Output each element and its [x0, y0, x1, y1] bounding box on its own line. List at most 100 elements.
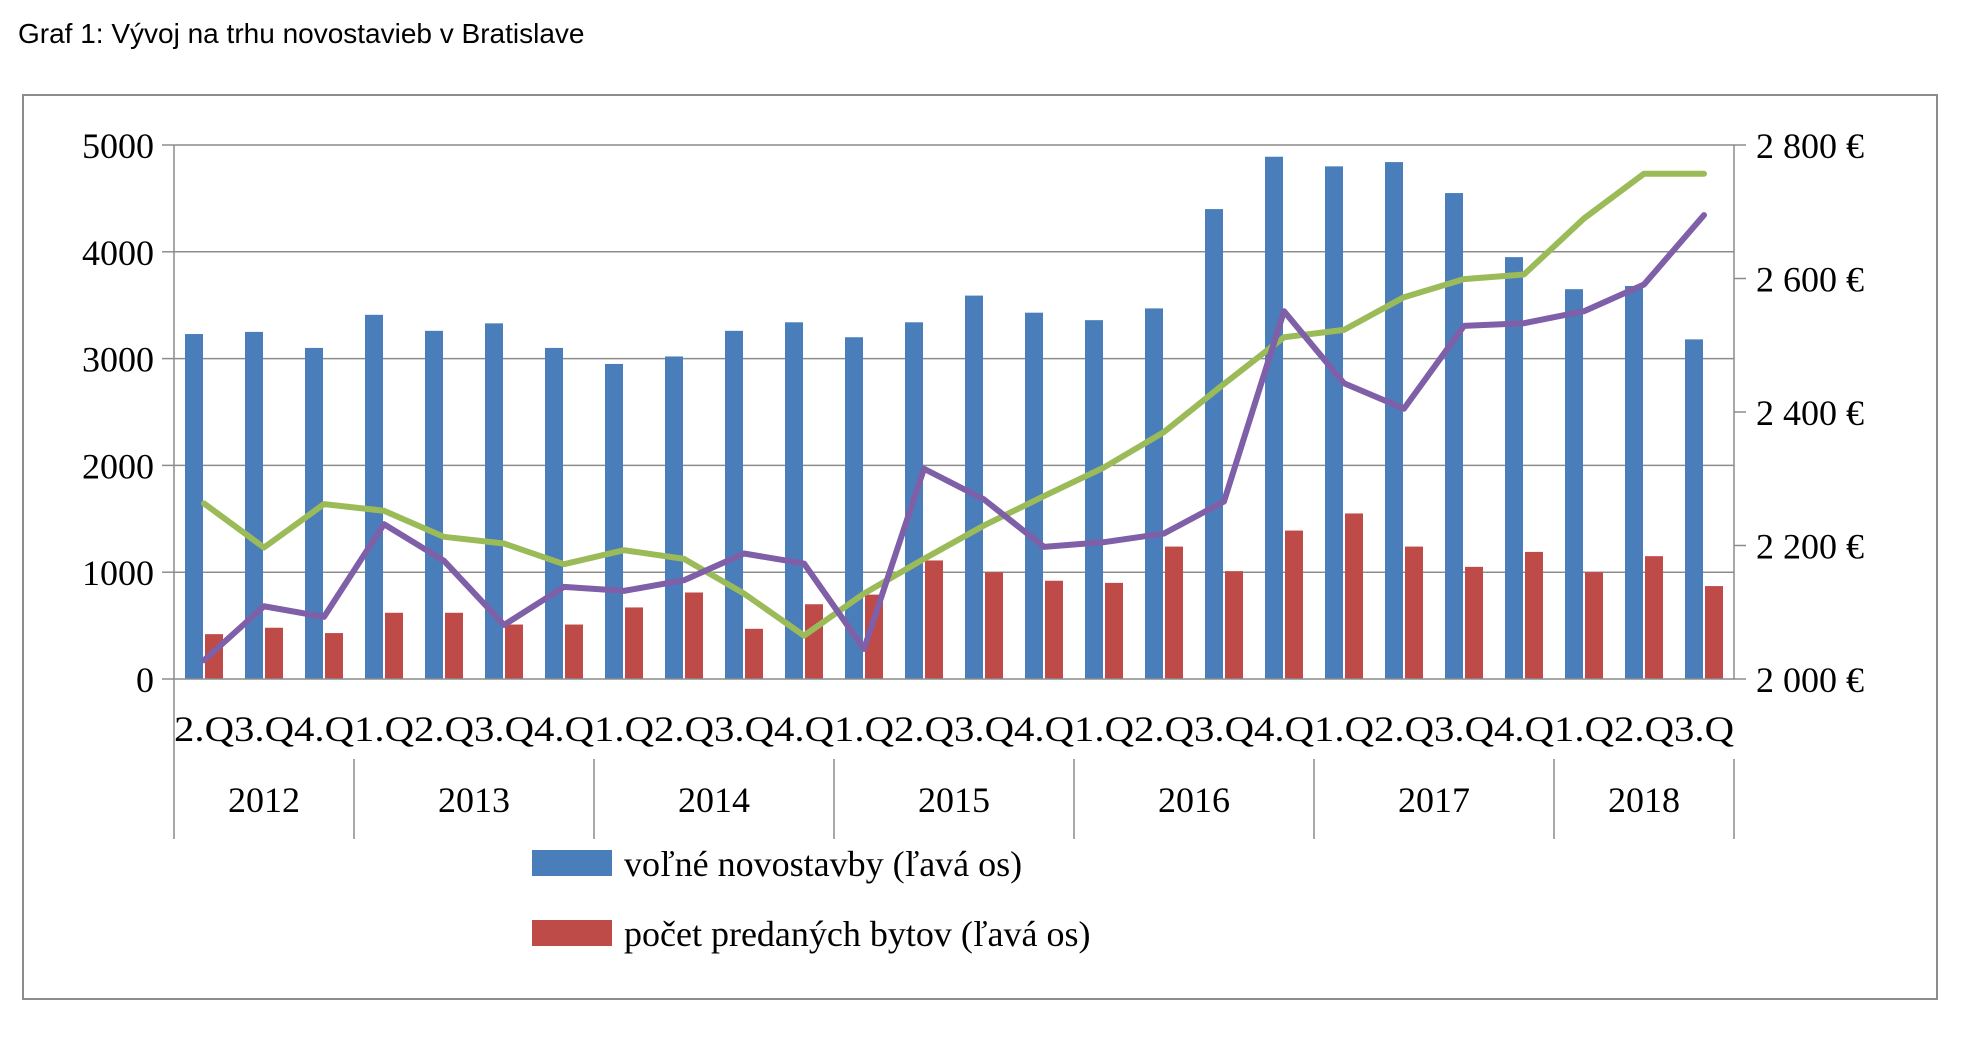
- gridlines: [174, 144, 1734, 573]
- right-tick-label: 2 200 €: [1756, 527, 1864, 567]
- year-label: 2016: [1158, 780, 1230, 820]
- quarter-labels: 2.Q 3.Q 4.Q 1.Q 2.Q 3.Q 4.Q 1.Q 2.Q 3.Q 4.Q 1.Q 2.Q 3…: [174, 709, 1734, 749]
- quarter-label: 4.Q: [294, 709, 354, 749]
- quarter-label: 1.Q: [1554, 709, 1614, 749]
- line-series: [201, 170, 1707, 664]
- bar-pocet-predanych: [265, 627, 283, 679]
- page-title: Graf 1: Vývoj na trhu novostavieb v Brat…: [18, 18, 585, 49]
- line-green-series: [201, 170, 1707, 639]
- quarter-label: 4.Q: [1014, 709, 1074, 749]
- quarter-label: 4.Q: [774, 709, 834, 749]
- quarter-label: 4.Q: [534, 709, 594, 749]
- quarter-label: 1.Q: [354, 709, 414, 749]
- bar-pocet-predanych: [1345, 513, 1363, 679]
- quarter-label: 2.Q: [414, 709, 474, 749]
- bar-series: [185, 156, 1723, 680]
- right-axis-ticks: 2 000 € 2 200 € 2 400 € 2 600 € 2 800 €: [1756, 126, 1864, 700]
- quarter-label: 1.Q: [834, 709, 894, 749]
- bar-pocet-predanych: [385, 612, 403, 679]
- bar-pocet-predanych: [325, 633, 343, 679]
- left-tick-label: 0: [136, 660, 154, 700]
- year-label: 2012: [228, 780, 300, 820]
- bar-pocet-predanych: [445, 612, 463, 679]
- line-purple-series: [201, 212, 1707, 664]
- bar-pocet-predanych: [805, 604, 823, 679]
- legend-swatch: [532, 850, 612, 876]
- bar-volne-novostavby: [965, 295, 983, 679]
- bar-volne-novostavby: [1145, 308, 1163, 679]
- left-tick-label: 2000: [82, 446, 154, 486]
- bar-pocet-predanych: [745, 628, 763, 679]
- left-axis-ticks: 0 1000 2000 3000 4000 5000: [82, 126, 154, 700]
- bar-volne-novostavby: [245, 331, 263, 679]
- bar-volne-novostavby: [1625, 285, 1643, 679]
- year-label: 2013: [438, 780, 510, 820]
- legend-swatch: [532, 920, 612, 946]
- bar-volne-novostavby: [665, 356, 683, 679]
- quarter-label: 2.Q: [894, 709, 954, 749]
- quarter-label: 2.Q: [1374, 709, 1434, 749]
- bar-pocet-predanych: [625, 607, 643, 679]
- quarter-label: 3.Q: [234, 709, 294, 749]
- bar-volne-novostavby: [1265, 156, 1283, 680]
- chart: 0 1000 2000 3000 4000 5000 2 000 € 2 200 € 2 40…: [82, 126, 1864, 954]
- quarter-label: 2.Q: [654, 709, 714, 749]
- right-tick-label: 2 600 €: [1756, 260, 1864, 300]
- bar-pocet-predanych: [1465, 566, 1483, 679]
- bar-pocet-predanych: [865, 594, 883, 679]
- chart-frame: 0 1000 2000 3000 4000 5000 2 000 € 2 200 € 2 40…: [22, 94, 1938, 1000]
- left-tick-label: 4000: [82, 233, 154, 273]
- bar-volne-novostavby: [1085, 320, 1103, 679]
- year-label: 2018: [1608, 780, 1680, 820]
- quarter-label: 3.Q: [1434, 709, 1494, 749]
- bar-volne-novostavby: [485, 323, 503, 679]
- legend-label: počet predaných bytov (ľavá os): [624, 914, 1090, 954]
- right-tick-label: 2 400 €: [1756, 393, 1864, 433]
- bar-pocet-predanych: [565, 624, 583, 679]
- quarter-label: 1.Q: [1074, 709, 1134, 749]
- bar-volne-novostavby: [425, 330, 443, 679]
- bar-volne-novostavby: [1685, 339, 1703, 679]
- year-label: 2014: [678, 780, 750, 820]
- left-tick-label: 5000: [82, 126, 154, 166]
- bar-pocet-predanych: [925, 560, 943, 679]
- bar-volne-novostavby: [365, 314, 383, 679]
- bar-volne-novostavby: [845, 337, 863, 679]
- bar-volne-novostavby: [545, 347, 563, 679]
- bar-volne-novostavby: [1505, 257, 1523, 679]
- bar-volne-novostavby: [785, 322, 803, 679]
- quarter-label: 3.Q: [714, 709, 774, 749]
- quarter-label: 3.Q: [954, 709, 1014, 749]
- year-labels: 2012 2013 2014 2015 2016 2017 2018: [228, 780, 1680, 820]
- bar-volne-novostavby: [185, 334, 203, 679]
- left-tick-label: 1000: [82, 553, 154, 593]
- quarter-label: 3.Q: [474, 709, 534, 749]
- right-tick-label: 2 000 €: [1756, 660, 1864, 700]
- bar-pocet-predanych: [1045, 580, 1063, 679]
- bar-volne-novostavby: [1205, 209, 1223, 679]
- legend-label: voľné novostavby (ľavá os): [624, 844, 1022, 884]
- bar-pocet-predanych: [1165, 546, 1183, 679]
- bar-volne-novostavby: [1025, 312, 1043, 679]
- quarter-label: 3.Q: [1674, 709, 1734, 749]
- bar-pocet-predanych: [1585, 572, 1603, 679]
- bar-volne-novostavby: [725, 330, 743, 679]
- bar-pocet-predanych: [1525, 551, 1543, 679]
- quarter-label: 2.Q: [174, 709, 234, 749]
- quarter-label: 2.Q: [1134, 709, 1194, 749]
- year-label: 2015: [918, 780, 990, 820]
- bar-pocet-predanych: [1285, 530, 1303, 679]
- bar-pocet-predanych: [1405, 546, 1423, 679]
- bar-volne-novostavby: [1325, 166, 1343, 680]
- quarter-label: 2.Q: [1614, 709, 1674, 749]
- right-tick-label: 2 800 €: [1756, 126, 1864, 166]
- bar-volne-novostavby: [1385, 162, 1403, 679]
- bar-pocet-predanych: [505, 624, 523, 679]
- quarter-label: 1.Q: [594, 709, 654, 749]
- axes: [162, 144, 1746, 839]
- bar-volne-novostavby: [605, 363, 623, 679]
- bar-pocet-predanych: [1645, 556, 1663, 679]
- quarter-label: 1.Q: [1314, 709, 1374, 749]
- quarter-label: 3.Q: [1194, 709, 1254, 749]
- quarter-label: 4.Q: [1254, 709, 1314, 749]
